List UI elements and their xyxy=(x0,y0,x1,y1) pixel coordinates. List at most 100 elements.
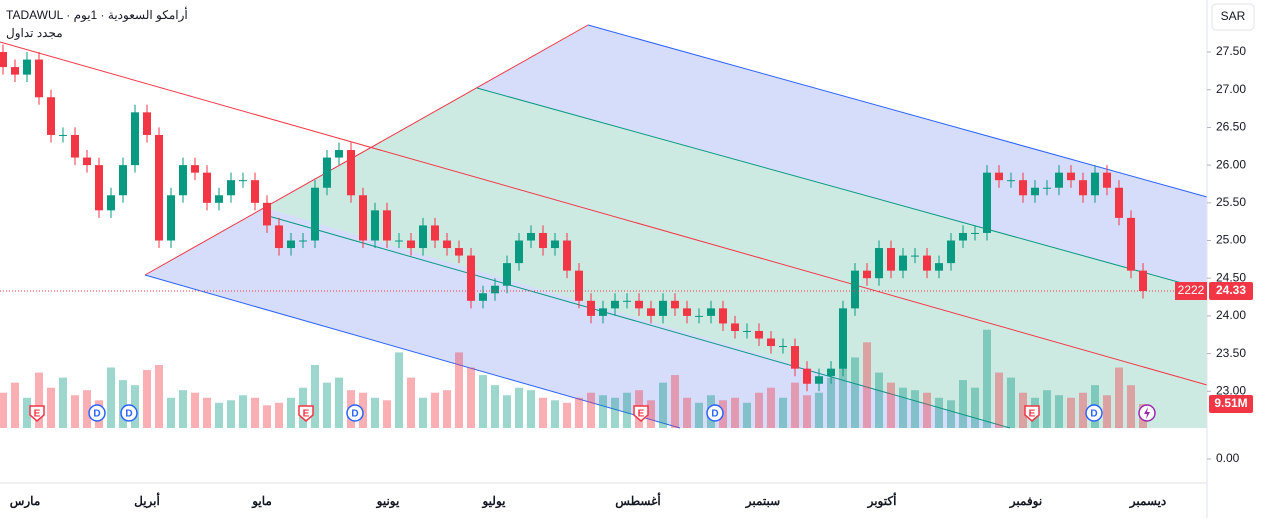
candle-body xyxy=(683,308,691,316)
x-tick-label: يوليو xyxy=(481,494,506,509)
candle-body xyxy=(155,134,163,241)
volume-bar xyxy=(587,392,595,428)
volume-bar xyxy=(119,380,127,428)
volume-bar xyxy=(671,375,679,428)
volume-bar xyxy=(923,392,931,428)
candle-body xyxy=(935,263,943,271)
candle-body xyxy=(191,165,199,173)
volume-bar xyxy=(263,405,271,428)
candle-body xyxy=(1115,187,1123,218)
candle-body xyxy=(143,112,151,135)
volume-bar xyxy=(491,385,499,428)
volume-bar xyxy=(851,357,859,428)
volume-bar xyxy=(71,395,79,428)
candle-body xyxy=(623,300,631,302)
y-tick-label: 26.50 xyxy=(1216,120,1246,134)
candle-body xyxy=(167,195,175,241)
volume-bar xyxy=(803,395,811,428)
y-tick-label: 25.00 xyxy=(1216,233,1246,247)
price-label: 24.33 xyxy=(1216,283,1246,297)
chart-title: TADAWUL · أرامكو السعودية · 1يوم xyxy=(6,7,188,22)
event-earnings xyxy=(1024,405,1040,422)
countdown: 2222 xyxy=(1178,283,1205,297)
volume-bar xyxy=(47,387,55,428)
candle-body xyxy=(311,187,319,241)
event-label: D xyxy=(351,409,358,420)
event-label: D xyxy=(1090,409,1097,420)
volume-bar xyxy=(695,402,703,428)
candle-body xyxy=(551,240,559,249)
volume-bar xyxy=(755,392,763,428)
candle-body xyxy=(215,195,223,203)
volume-bar xyxy=(527,390,535,428)
candle-body xyxy=(275,225,283,249)
candle-body xyxy=(707,308,715,316)
candle-body xyxy=(971,232,979,234)
candle-body xyxy=(395,240,403,242)
candle-body xyxy=(815,376,823,384)
candle-body xyxy=(875,248,883,279)
countdown-box xyxy=(1175,282,1207,301)
x-tick-label: مايو xyxy=(251,494,272,509)
volume-bar xyxy=(575,397,583,428)
candle-body xyxy=(359,195,367,241)
volume-bar xyxy=(779,397,787,428)
currency-box[interactable] xyxy=(1211,3,1255,31)
candle-body xyxy=(515,240,523,264)
candle-body xyxy=(479,293,487,301)
candle-body xyxy=(23,59,31,75)
candle-body xyxy=(503,263,511,286)
volume-bar xyxy=(131,385,139,428)
volume-bar xyxy=(23,397,31,428)
candle-body xyxy=(779,346,787,348)
event-label: D xyxy=(711,409,718,420)
candle-body xyxy=(1019,180,1027,196)
volume-bar xyxy=(959,380,967,428)
volume-bar xyxy=(143,370,151,428)
event-dividend xyxy=(706,404,724,422)
volume-bar xyxy=(647,400,655,428)
candle-body xyxy=(323,157,331,188)
volume-bar xyxy=(947,400,955,428)
volume-bar xyxy=(467,367,475,428)
volume-bar xyxy=(983,329,991,428)
volume-bar xyxy=(443,390,451,428)
currency[interactable]: SAR xyxy=(1221,9,1246,23)
candle-body xyxy=(407,240,415,249)
volume-bar xyxy=(203,397,211,428)
volume-bar xyxy=(1007,377,1015,428)
pitchfork-handle xyxy=(144,24,589,276)
candle-body xyxy=(1139,270,1147,292)
volume-bar xyxy=(839,352,847,428)
candle-body xyxy=(767,338,775,347)
candle-body xyxy=(1055,172,1063,188)
volume-bar xyxy=(995,372,1003,428)
volume-bar xyxy=(935,397,943,428)
volume-bar xyxy=(311,365,319,428)
subtitle: مجدد تداول xyxy=(6,26,63,40)
candle-body xyxy=(131,112,139,166)
candle-body xyxy=(527,232,535,241)
median-line xyxy=(0,41,1208,386)
x-tick-label: أبريل xyxy=(134,493,160,509)
candle-body xyxy=(455,248,463,256)
volume-bar xyxy=(611,397,619,428)
volume-bar xyxy=(107,367,115,428)
candle-body xyxy=(647,308,655,316)
volume-bar xyxy=(155,365,163,428)
volume-bar xyxy=(383,400,391,428)
candle-body xyxy=(599,308,607,316)
candle-body xyxy=(1067,172,1075,181)
candle-body xyxy=(299,240,307,242)
event-label: E xyxy=(34,409,41,420)
volume-bar xyxy=(563,402,571,428)
candle-body xyxy=(755,330,763,339)
x-tick-label: أكتوبر xyxy=(867,493,897,509)
candle-body xyxy=(251,180,259,203)
candle-body xyxy=(443,240,451,249)
candle-body xyxy=(35,59,43,98)
volume-bar xyxy=(1127,385,1135,428)
candle-body xyxy=(539,232,547,249)
y-tick-label: 24.50 xyxy=(1216,270,1246,284)
